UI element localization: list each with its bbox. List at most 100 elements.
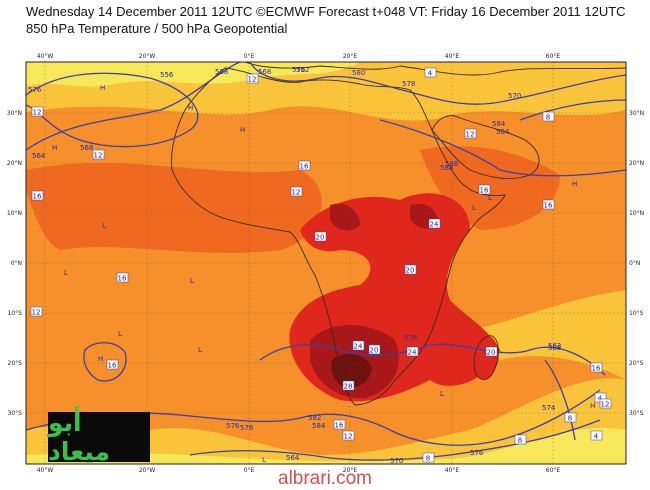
low-mark: L xyxy=(198,346,202,354)
geo-label: 576 xyxy=(226,422,240,430)
high-mark: H xyxy=(572,180,577,188)
low-mark: L xyxy=(472,204,476,212)
contour-south-3 xyxy=(189,419,601,461)
contour-north xyxy=(249,62,626,105)
temp-label: 16 xyxy=(480,187,489,195)
temp-label: 24 xyxy=(354,343,363,351)
contour-south-atlantic-high xyxy=(83,342,127,382)
geo-label: 570 xyxy=(508,92,521,100)
temp-label: 20 xyxy=(316,234,325,242)
geo-label: 568 xyxy=(80,144,93,152)
high-mark: H xyxy=(52,144,57,152)
contour-arabian xyxy=(379,119,626,177)
geo-label: 578 xyxy=(402,80,415,88)
geo-label: 588 xyxy=(440,164,453,172)
forecast-subtitle: 850 hPa Temperature / 500 hPa Geopotenti… xyxy=(26,21,288,36)
geo-label: 562 xyxy=(548,342,561,350)
pressure-marks: H H H H H H H L L L L L L L L L xyxy=(52,84,595,464)
lat-label: 20°S xyxy=(8,360,23,367)
geo-label: 584 xyxy=(492,120,506,128)
lat-labels-left: 30°N 20°N 10°N 0°N 10°S 20°S 30°S xyxy=(7,110,22,417)
contour-northeast xyxy=(519,99,626,121)
contour-north-atlantic xyxy=(26,72,199,148)
temp-label: 24 xyxy=(408,349,417,357)
temp-label: 4 xyxy=(428,70,433,78)
lat-label: 20°S xyxy=(629,360,644,367)
low-mark: L xyxy=(102,222,106,230)
lon-label: 20°W xyxy=(139,467,156,474)
site-watermark[interactable]: albrari.com xyxy=(278,468,372,489)
high-mark: H xyxy=(100,84,105,92)
geopotential-contours xyxy=(26,62,626,461)
temperature-area-central xyxy=(330,203,360,231)
temp-label: 8 xyxy=(426,455,430,463)
geo-label: 564 xyxy=(286,454,300,462)
lat-label: 0°N xyxy=(629,260,640,267)
africa-coastline xyxy=(171,67,506,406)
lat-label: 30°N xyxy=(7,110,22,117)
lon-label: 40°W xyxy=(37,53,54,60)
geo-label: 552 xyxy=(296,66,309,74)
lon-label: 60°E xyxy=(546,467,561,474)
high-mark: H xyxy=(240,126,245,134)
geo-label: 576 xyxy=(470,449,484,457)
geo-label: 556 xyxy=(160,71,174,79)
contour-northwest xyxy=(26,62,241,151)
temp-label: 28 xyxy=(344,383,353,391)
temp-label: 20 xyxy=(487,349,496,357)
temp-label: 16 xyxy=(544,202,553,210)
lat-label: 10°N xyxy=(629,210,644,217)
temperature-labels: 12 16 12 12 16 16 20 24 20 24 20 24 28 1… xyxy=(30,67,612,463)
arabia-coastline xyxy=(431,115,540,180)
lon-label: 40°W xyxy=(37,467,54,474)
lat-labels-right: 30°N 20°N 10°N 0°N 10°S 20°S 30°S xyxy=(629,110,644,417)
temp-label: 20 xyxy=(370,347,379,355)
temp-label: 20 xyxy=(406,267,415,275)
madagascar-coastline xyxy=(473,335,499,380)
lat-label: 30°N xyxy=(629,110,644,117)
temp-label: 16 xyxy=(300,163,309,171)
lon-label: 40°E xyxy=(445,53,460,60)
high-mark: H xyxy=(98,355,103,363)
lon-label: 20°E xyxy=(343,53,358,60)
lon-label: 20°W xyxy=(139,53,156,60)
temperature-band-indian-ocean xyxy=(470,290,626,380)
lon-labels-bottom: 40°W 20°W 0°E 20°E 40°E 60°E xyxy=(37,467,561,474)
temp-label: 12 xyxy=(292,189,301,197)
temp-label: 16 xyxy=(108,362,117,370)
temp-label: 12 xyxy=(33,109,42,117)
geo-label: 568 xyxy=(258,68,271,76)
temp-label: 8 xyxy=(518,437,522,445)
lat-label: 10°S xyxy=(8,310,23,317)
geo-label: 574 xyxy=(542,404,556,412)
temp-label: 12 xyxy=(248,76,257,84)
temperature-band-south xyxy=(26,378,626,464)
coastlines xyxy=(171,62,626,406)
contour-south-2 xyxy=(259,343,606,376)
lon-label: 40°E xyxy=(445,467,460,474)
abu-miad-logo: أبو ميعاد xyxy=(48,408,150,466)
temp-label: 4 xyxy=(594,433,599,441)
geo-label: 580 xyxy=(352,69,365,77)
low-mark: L xyxy=(488,194,492,202)
low-mark: L xyxy=(64,269,68,277)
temp-label: 12 xyxy=(466,131,475,139)
temperature-area-west-africa xyxy=(26,162,322,253)
low-mark: L xyxy=(440,390,444,398)
low-mark: L xyxy=(118,330,122,338)
lon-label: 20°E xyxy=(343,467,358,474)
temp-label: 16 xyxy=(33,193,42,201)
lat-label: 20°N xyxy=(7,160,22,167)
lon-labels-top: 40°W 20°W 0°E 20°E 40°E 60°E xyxy=(37,53,561,60)
high-mark: H xyxy=(188,104,193,112)
geo-label: 584 xyxy=(312,422,326,430)
temperature-band-far-south xyxy=(26,427,626,464)
geo-label: 584 xyxy=(496,128,510,136)
geo-label: 576 xyxy=(240,424,254,432)
low-mark: L xyxy=(262,456,266,464)
lon-label: 0°E xyxy=(244,467,255,474)
temp-label: 16 xyxy=(118,275,127,283)
temp-label: 8 xyxy=(568,415,572,423)
lat-label: 10°N xyxy=(7,210,22,217)
